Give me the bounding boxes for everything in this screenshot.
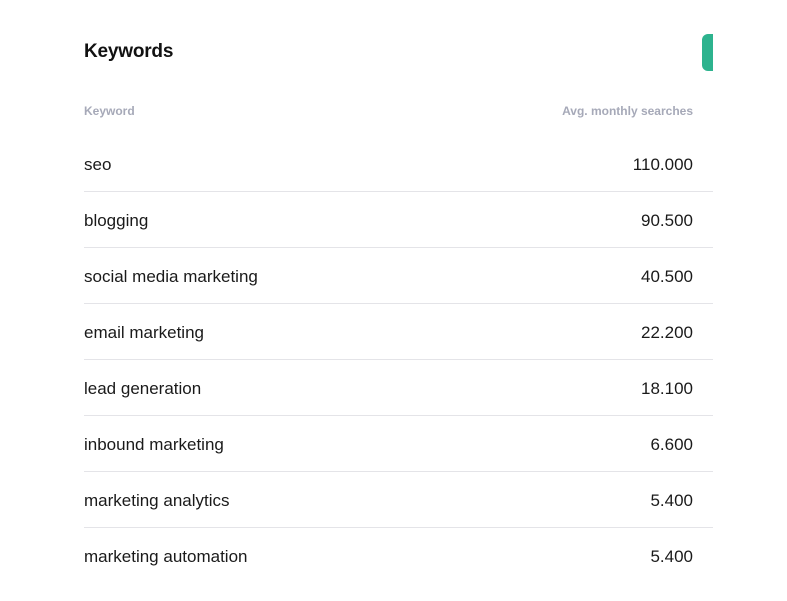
searches-cell: 6.600 (650, 435, 693, 454)
table-row[interactable]: marketing analytics 5.400 (84, 472, 713, 528)
table-row[interactable]: social media marketing 40.500 (84, 248, 713, 304)
keyword-cell: inbound marketing (84, 435, 224, 454)
searches-cell: 40.500 (641, 267, 693, 286)
table-row[interactable]: lead generation 18.100 (84, 360, 713, 416)
searches-cell: 90.500 (641, 211, 693, 230)
table-row[interactable]: inbound marketing 6.600 (84, 416, 713, 472)
keyword-cell: marketing automation (84, 547, 248, 566)
table-header: Keyword Avg. monthly searches (84, 104, 693, 120)
column-header-keyword[interactable]: Keyword (84, 104, 135, 118)
keyword-cell: marketing analytics (84, 491, 230, 510)
table-row[interactable]: seo 110.000 (84, 136, 713, 192)
searches-cell: 5.400 (650, 547, 693, 566)
table-row[interactable]: blogging 90.500 (84, 192, 713, 248)
table-row[interactable]: email marketing 22.200 (84, 304, 713, 360)
table-row[interactable]: marketing automation 5.400 (84, 528, 713, 584)
panel-title: Keywords (84, 41, 174, 62)
searches-cell: 5.400 (650, 491, 693, 510)
keyword-cell: lead generation (84, 379, 202, 398)
keyword-cell: blogging (84, 211, 149, 230)
panel-action-button[interactable] (702, 34, 713, 71)
searches-cell: 110.000 (632, 155, 693, 174)
searches-cell: 22.200 (641, 323, 693, 342)
keyword-table-body: seo 110.000 blogging 90.500 social media… (84, 136, 713, 584)
keyword-cell: social media marketing (84, 267, 258, 286)
searches-cell: 18.100 (641, 379, 693, 398)
keyword-cell: seo (84, 155, 112, 174)
column-header-searches[interactable]: Avg. monthly searches (562, 104, 693, 118)
keywords-panel: Keywords Keyword Avg. monthly searches s… (84, 0, 713, 601)
keyword-cell: email marketing (84, 323, 204, 342)
